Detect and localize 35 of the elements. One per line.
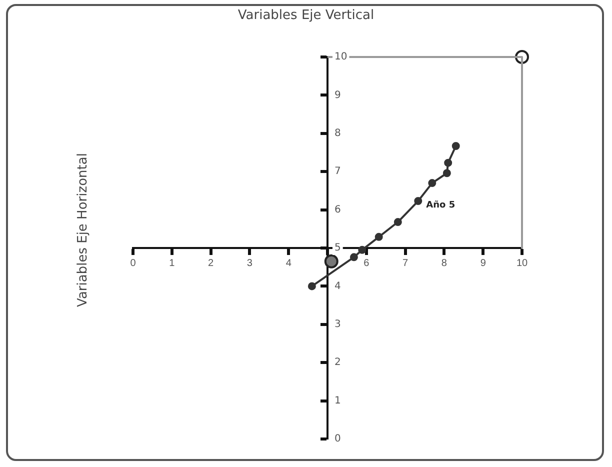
x-tick-label: 1	[169, 258, 176, 269]
x-tick-label: 10	[516, 258, 528, 269]
x-tick-label: 7	[402, 258, 409, 269]
point	[428, 179, 436, 188]
chart-title: Variables Eje Vertical	[236, 8, 376, 23]
x-tick-label: 8	[441, 258, 448, 269]
y-axis-title: Variables Eje Horizontal	[76, 153, 90, 307]
y-tick-label: 1	[334, 395, 341, 406]
y-tick-label: 0	[334, 434, 341, 445]
y-tick-label: 7	[334, 166, 341, 178]
y-tick-label: 3	[334, 318, 341, 330]
point	[308, 282, 316, 290]
y-tick-label: 5	[334, 242, 341, 254]
x-tick-label: 6	[364, 258, 370, 269]
point	[444, 158, 452, 167]
point	[452, 142, 460, 150]
x-tick-label: 3	[246, 258, 253, 269]
annotation: Año 5	[426, 200, 456, 210]
y-tick-label: 4	[334, 280, 341, 292]
point	[442, 169, 451, 178]
x-tick-label: 0	[130, 258, 136, 269]
point	[324, 254, 338, 268]
point	[394, 218, 402, 226]
point	[358, 246, 366, 254]
x-tick-label: 4	[286, 258, 292, 269]
point	[374, 232, 383, 241]
y-tick-label: 6	[334, 204, 341, 216]
point	[414, 197, 422, 206]
y-tick-label: 10	[334, 52, 348, 63]
y-tick-label: 8	[334, 128, 341, 139]
point	[350, 253, 358, 262]
y-tick-label: 9	[334, 90, 341, 101]
x-tick-label: 2	[208, 258, 214, 269]
x-tick-label: 9	[480, 258, 486, 269]
y-tick-label: 2	[334, 357, 341, 368]
